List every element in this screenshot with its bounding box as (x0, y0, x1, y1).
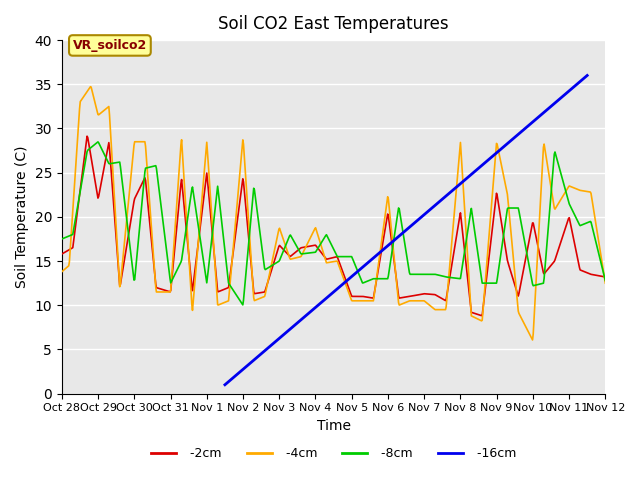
Y-axis label: Soil Temperature (C): Soil Temperature (C) (15, 145, 29, 288)
X-axis label: Time: Time (317, 419, 351, 433)
Legend:  -2cm,  -4cm,  -8cm,  -16cm: -2cm, -4cm, -8cm, -16cm (146, 442, 521, 465)
Text: VR_soilco2: VR_soilco2 (73, 39, 147, 52)
Title: Soil CO2 East Temperatures: Soil CO2 East Temperatures (218, 15, 449, 33)
